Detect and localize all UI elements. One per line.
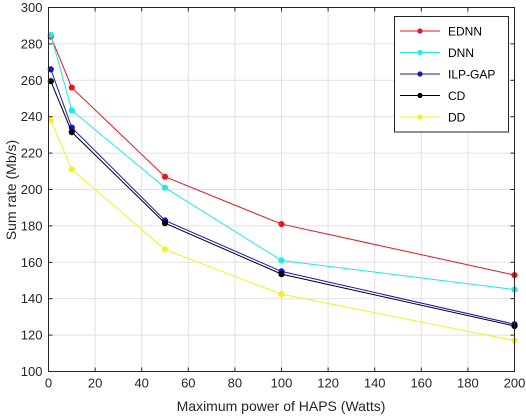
legend-marker [417,71,423,77]
legend-item-ilp-gap: ILP-GAP [400,68,495,82]
legend-item-cd: CD [400,89,466,103]
data-point [47,78,54,85]
y-tick-label: 220 [21,146,43,161]
data-point [278,271,285,278]
legend-marker [417,49,423,56]
axes: 0 20 40 60 80 100 120 140 160 180 200 100 120 140 160 1… [21,0,526,391]
legend: EDNN DNN ILP-GAP CD DD [394,16,509,133]
y-tick-label: 120 [21,328,43,343]
legend-label: DD [448,111,466,125]
x-tick-label: 60 [181,376,195,391]
y-tick-label: 300 [21,0,43,15]
x-tick-label: 200 [504,376,526,391]
data-point [47,31,54,38]
data-point [68,129,75,136]
y-tick-label: 100 [21,364,43,379]
legend-marker [417,28,423,34]
x-axis-label: Maximum power of HAPS (Watts) [177,398,386,414]
y-tick-label: 200 [21,182,43,197]
x-tick-label: 160 [410,376,432,391]
y-tick-label: 160 [21,255,43,270]
y-tick-label: 240 [21,109,43,124]
legend-label: DNN [448,46,474,60]
y-axis-label: Sum rate (Mb/s) [3,140,19,240]
data-point [161,184,169,191]
x-tick-label: 80 [228,376,242,391]
legend-label: EDNN [448,25,482,39]
series-dnn [47,31,518,293]
data-point [161,220,169,227]
y-tick-label: 280 [21,36,43,51]
x-tick-label: 0 [45,376,52,391]
y-tick-label: 180 [21,218,43,233]
legend-marker [417,114,423,120]
legend-item-dnn: DNN [400,46,474,60]
data-point [47,66,54,73]
x-tick-label: 120 [317,376,339,391]
x-tick-label: 40 [134,376,148,391]
data-point [278,291,285,298]
y-tick-label: 260 [21,73,43,88]
legend-marker [417,92,423,99]
data-point [278,220,285,228]
x-tick-label: 140 [364,376,386,391]
y-tick-label: 140 [21,291,43,306]
data-point [161,173,169,180]
legend-item-ednn: EDNN [400,25,482,39]
data-point [278,257,285,264]
x-tick-label: 100 [271,376,293,391]
legend-label: ILP-GAP [448,68,495,82]
data-point [161,246,169,253]
legend-label: CD [448,89,466,103]
data-point [47,117,54,124]
legend-item-dd: DD [400,111,466,125]
x-tick-label: 20 [88,376,102,391]
data-point [68,84,75,91]
x-tick-label: 180 [457,376,479,391]
data-point [68,166,75,173]
data-point [68,107,75,114]
